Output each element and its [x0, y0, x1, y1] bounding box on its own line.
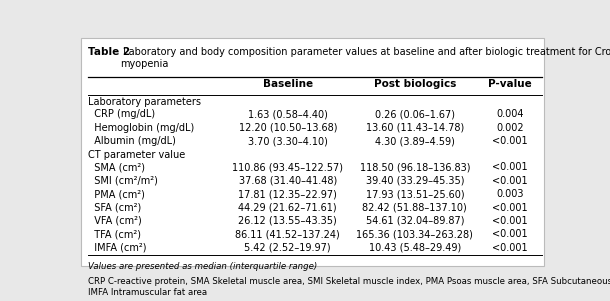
FancyBboxPatch shape	[81, 39, 544, 265]
Text: Hemoglobin (mg/dL): Hemoglobin (mg/dL)	[88, 123, 195, 132]
Text: 17.93 (13.51–25.60): 17.93 (13.51–25.60)	[365, 189, 464, 199]
Text: 44.29 (21.62–71.61): 44.29 (21.62–71.61)	[239, 203, 337, 213]
Text: TFA (cm²): TFA (cm²)	[88, 229, 141, 239]
Text: VFA (cm²): VFA (cm²)	[88, 216, 142, 226]
Text: <0.001: <0.001	[492, 229, 528, 239]
Text: PMA (cm²): PMA (cm²)	[88, 189, 145, 199]
Text: <0.001: <0.001	[492, 216, 528, 226]
Text: Laboratory and body composition parameter values at baseline and after biologic : Laboratory and body composition paramete…	[120, 47, 610, 69]
Text: 37.68 (31.40–41.48): 37.68 (31.40–41.48)	[239, 176, 337, 186]
Text: Values are presented as median (interquartile range): Values are presented as median (interqua…	[88, 262, 317, 271]
Text: 82.42 (51.88–137.10): 82.42 (51.88–137.10)	[362, 203, 467, 213]
Text: <0.001: <0.001	[492, 243, 528, 253]
Text: SFA (cm²): SFA (cm²)	[88, 203, 142, 213]
Text: 13.60 (11.43–14.78): 13.60 (11.43–14.78)	[366, 123, 464, 132]
Text: <0.001: <0.001	[492, 136, 528, 146]
Text: 54.61 (32.04–89.87): 54.61 (32.04–89.87)	[365, 216, 464, 226]
Text: P-value: P-value	[488, 79, 532, 89]
Text: <0.001: <0.001	[492, 176, 528, 186]
Text: 110.86 (93.45–122.57): 110.86 (93.45–122.57)	[232, 162, 343, 172]
Text: 118.50 (96.18–136.83): 118.50 (96.18–136.83)	[359, 162, 470, 172]
Text: <0.001: <0.001	[492, 203, 528, 213]
Text: Laboratory parameters: Laboratory parameters	[88, 97, 201, 107]
Text: 4.30 (3.89–4.59): 4.30 (3.89–4.59)	[375, 136, 455, 146]
Text: 1.63 (0.58–4.40): 1.63 (0.58–4.40)	[248, 109, 328, 119]
Text: 3.70 (3.30–4.10): 3.70 (3.30–4.10)	[248, 136, 328, 146]
Text: <0.001: <0.001	[492, 162, 528, 172]
Text: 26.12 (13.55–43.35): 26.12 (13.55–43.35)	[239, 216, 337, 226]
Text: 0.26 (0.06–1.67): 0.26 (0.06–1.67)	[375, 109, 455, 119]
Text: SMA (cm²): SMA (cm²)	[88, 162, 145, 172]
Text: 86.11 (41.52–137.24): 86.11 (41.52–137.24)	[235, 229, 340, 239]
Text: 17.81 (12.35–22.97): 17.81 (12.35–22.97)	[239, 189, 337, 199]
Text: SMI (cm²/m²): SMI (cm²/m²)	[88, 176, 158, 186]
Text: 39.40 (33.29–45.35): 39.40 (33.29–45.35)	[365, 176, 464, 186]
Text: Table 2: Table 2	[88, 47, 130, 57]
Text: Post biologics: Post biologics	[374, 79, 456, 89]
Text: CT parameter value: CT parameter value	[88, 150, 185, 160]
Text: 0.004: 0.004	[497, 109, 524, 119]
Text: Baseline: Baseline	[263, 79, 313, 89]
Text: Albumin (mg/dL): Albumin (mg/dL)	[88, 136, 176, 146]
Text: 5.42 (2.52–19.97): 5.42 (2.52–19.97)	[245, 243, 331, 253]
Text: CRP C-reactive protein, SMA Skeletal muscle area, SMI Skeletal muscle index, PMA: CRP C-reactive protein, SMA Skeletal mus…	[88, 277, 610, 297]
Text: 12.20 (10.50–13.68): 12.20 (10.50–13.68)	[239, 123, 337, 132]
Text: IMFA (cm²): IMFA (cm²)	[88, 243, 146, 253]
Text: 0.002: 0.002	[497, 123, 524, 132]
Text: 165.36 (103.34–263.28): 165.36 (103.34–263.28)	[356, 229, 473, 239]
Text: CRP (mg/dL): CRP (mg/dL)	[88, 109, 155, 119]
Text: 0.003: 0.003	[497, 189, 524, 199]
Text: 10.43 (5.48–29.49): 10.43 (5.48–29.49)	[368, 243, 461, 253]
